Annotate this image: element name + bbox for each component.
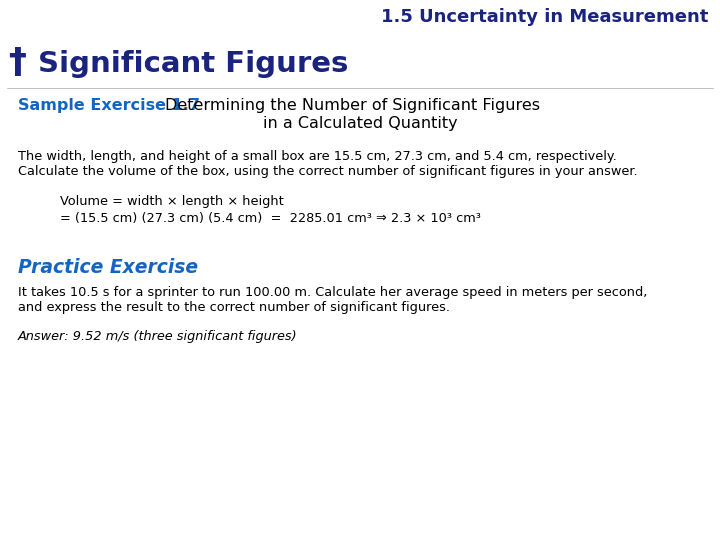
- Text: The width, length, and height of a small box are 15.5 cm, 27.3 cm, and 5.4 cm, r: The width, length, and height of a small…: [18, 150, 617, 163]
- Text: Sample Exercise 1.7: Sample Exercise 1.7: [18, 98, 200, 113]
- Text: †: †: [8, 46, 26, 80]
- Text: Volume = width × length × height: Volume = width × length × height: [60, 195, 284, 208]
- Text: 1.5 Uncertainty in Measurement: 1.5 Uncertainty in Measurement: [381, 8, 708, 26]
- Text: Answer: 9.52 m/s (three significant figures): Answer: 9.52 m/s (three significant figu…: [18, 330, 297, 343]
- Text: and express the result to the correct number of significant figures.: and express the result to the correct nu…: [18, 301, 450, 314]
- Text: = (15.5 cm) (27.3 cm) (5.4 cm)  =  2285.01 cm³ ⇒ 2.3 × 10³ cm³: = (15.5 cm) (27.3 cm) (5.4 cm) = 2285.01…: [60, 212, 481, 225]
- Text: Practice Exercise: Practice Exercise: [18, 258, 198, 277]
- Text: Determining the Number of Significant Figures: Determining the Number of Significant Fi…: [165, 98, 540, 113]
- Text: It takes 10.5 s for a sprinter to run 100.00 m. Calculate her average speed in m: It takes 10.5 s for a sprinter to run 10…: [18, 286, 647, 299]
- Text: Calculate the volume of the box, using the correct number of significant figures: Calculate the volume of the box, using t…: [18, 165, 638, 178]
- Text: in a Calculated Quantity: in a Calculated Quantity: [263, 116, 457, 131]
- Text: Significant Figures: Significant Figures: [38, 50, 348, 78]
